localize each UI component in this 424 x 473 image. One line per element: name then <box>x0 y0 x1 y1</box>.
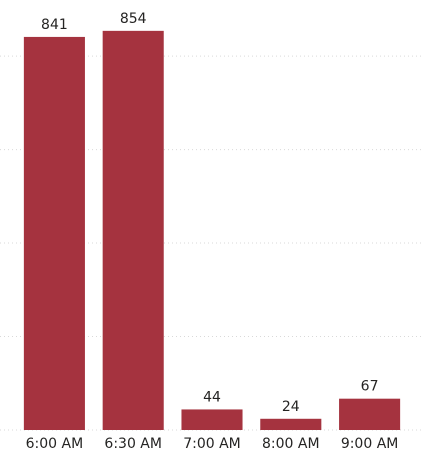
x-tick-label: 6:00 AM <box>26 436 84 452</box>
bar <box>339 398 401 430</box>
x-tick-label: 6:30 AM <box>104 436 162 452</box>
data-label: 854 <box>120 11 147 27</box>
bar <box>23 36 85 430</box>
x-tick-label: 9:00 AM <box>341 436 399 452</box>
data-label: 24 <box>282 399 300 415</box>
data-label: 67 <box>361 379 379 395</box>
bar <box>260 418 322 430</box>
bar <box>102 30 164 430</box>
data-label: 841 <box>41 17 68 33</box>
bar <box>181 409 243 430</box>
x-tick-label: 7:00 AM <box>183 436 241 452</box>
x-tick-label: 8:00 AM <box>262 436 320 452</box>
data-label: 44 <box>203 389 221 405</box>
